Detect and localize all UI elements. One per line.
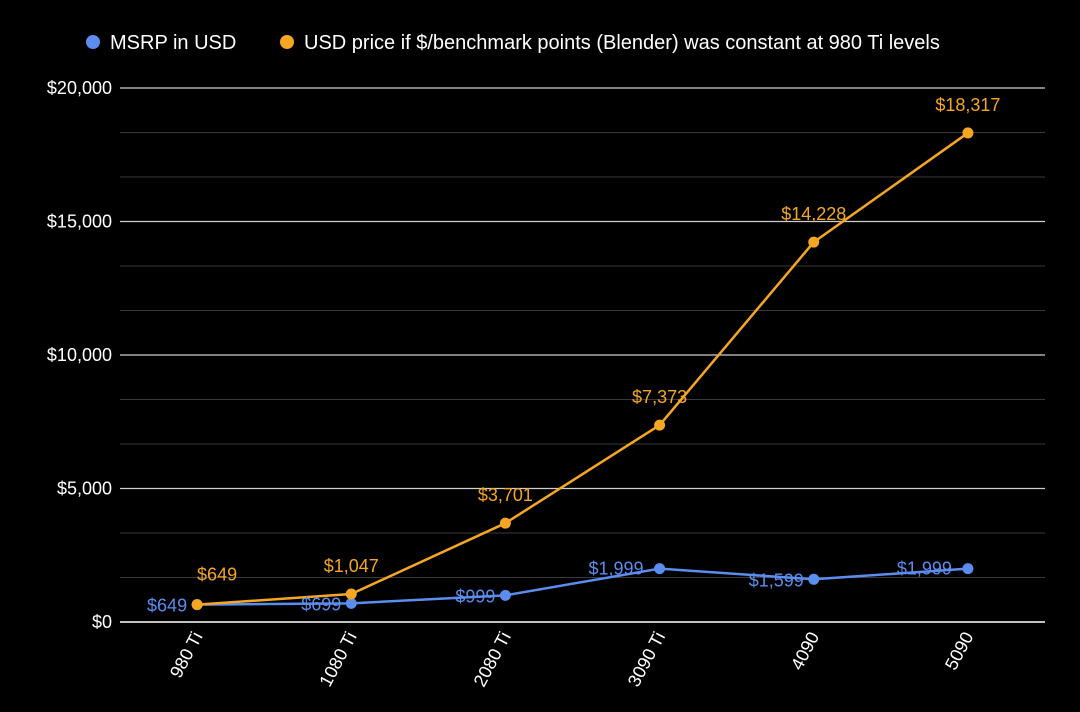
data-label-msrp: $999: [455, 586, 495, 606]
data-point-msrp: [808, 573, 820, 585]
legend-marker-adjusted: [280, 35, 294, 49]
data-label-msrp: $699: [301, 594, 341, 614]
y-tick-label: $15,000: [47, 212, 112, 232]
legend-label-msrp: MSRP in USD: [110, 32, 236, 54]
x-tick-label: 2080 Ti: [470, 628, 515, 690]
data-label-adjusted: $7,373: [632, 387, 687, 407]
data-point-adjusted: [191, 599, 203, 611]
series-layer: [191, 127, 974, 611]
data-point-adjusted: [962, 127, 974, 139]
data-point-msrp: [654, 563, 666, 575]
x-tick-label: 5090: [941, 628, 977, 673]
y-tick-label: $5,000: [57, 479, 112, 499]
data-label-msrp: $1,999: [589, 559, 644, 579]
data-point-msrp: [962, 563, 974, 575]
data-label-adjusted: $1,047: [324, 556, 379, 576]
y-tick-label: $0: [92, 612, 112, 632]
gridlines: [120, 87, 1045, 623]
data-point-adjusted: [654, 419, 666, 431]
series-line-adjusted: [196, 131, 969, 606]
data-point-msrp: [345, 597, 357, 609]
x-tick-label: 4090: [787, 628, 823, 673]
legend: MSRP in USD USD price if $/benchmark poi…: [86, 32, 940, 54]
data-label-msrp: $1,599: [749, 570, 804, 590]
series-line-msrp: [197, 567, 969, 606]
y-tick-label: $20,000: [47, 78, 112, 98]
data-label-adjusted: $649: [197, 565, 237, 585]
data-label-msrp: $649: [147, 596, 187, 616]
x-tick-label: 1080 Ti: [315, 628, 360, 690]
data-point-adjusted: [345, 588, 357, 600]
data-label-adjusted: $18,317: [935, 95, 1000, 115]
legend-marker-msrp: [86, 35, 100, 49]
data-label-adjusted: $14,228: [781, 204, 846, 224]
legend-label-adjusted: USD price if $/benchmark points (Blender…: [304, 32, 940, 54]
x-tick-label: 980 Ti: [166, 628, 207, 681]
y-axis: $0 $5,000 $10,000 $15,000 $20,000: [47, 78, 112, 632]
data-label-msrp: $1,999: [897, 559, 952, 579]
data-labels-layer: $649 $699 $999 $1,999 $1,599 $1,999 $649 $1,047…: [147, 95, 1000, 616]
x-tick-label: 3090 Ti: [624, 628, 669, 690]
data-point-adjusted: [808, 236, 820, 248]
data-point-msrp: [499, 589, 511, 601]
y-tick-label: $10,000: [47, 345, 112, 365]
x-axis: 980 Ti 1080 Ti 2080 Ti 3090 Ti 4090 5090: [166, 628, 978, 690]
data-label-adjusted: $3,701: [478, 485, 533, 505]
data-point-adjusted: [499, 517, 511, 529]
